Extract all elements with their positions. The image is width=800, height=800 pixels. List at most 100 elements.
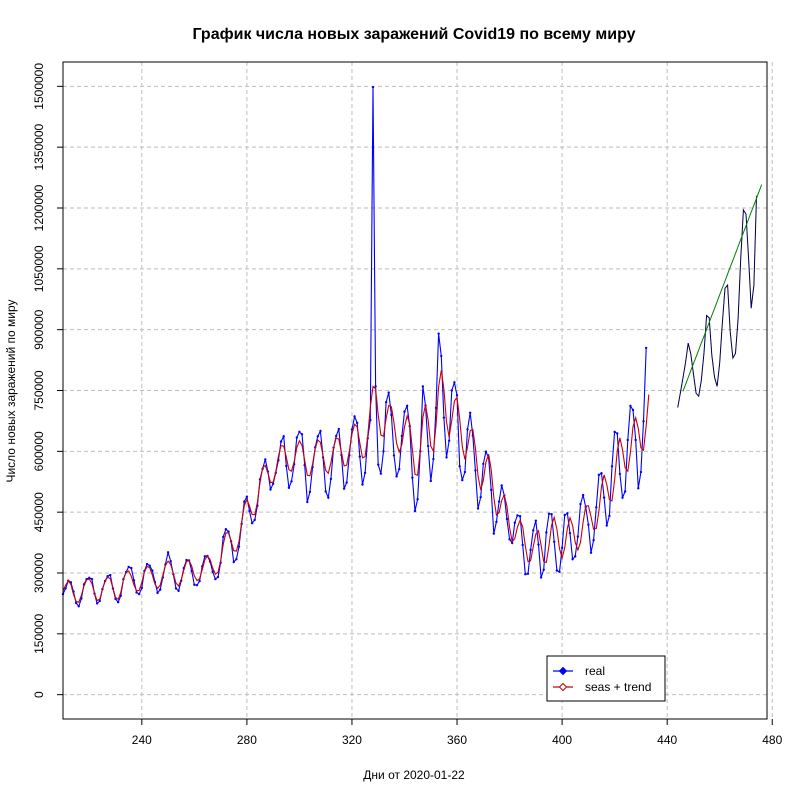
real-point bbox=[148, 564, 151, 567]
real-point bbox=[526, 572, 530, 576]
real-point bbox=[631, 408, 635, 412]
real-point bbox=[135, 591, 138, 594]
real-point bbox=[574, 555, 577, 558]
real-point bbox=[245, 495, 249, 498]
real-point bbox=[285, 464, 288, 468]
real-line bbox=[62, 87, 647, 608]
real-point bbox=[447, 439, 451, 442]
real-point bbox=[442, 416, 446, 419]
real-point bbox=[195, 583, 199, 587]
real-point bbox=[300, 433, 304, 436]
real-point bbox=[127, 565, 130, 569]
real-point bbox=[626, 438, 629, 442]
real-point bbox=[513, 521, 517, 524]
real-point bbox=[382, 450, 385, 453]
real-point bbox=[400, 434, 404, 438]
legend-box bbox=[546, 655, 666, 702]
real-point bbox=[248, 509, 251, 513]
real-point bbox=[177, 589, 180, 593]
real-point bbox=[613, 430, 616, 434]
y-tick-label: 600000 bbox=[32, 431, 46, 471]
real-point bbox=[492, 532, 496, 535]
legend-item-seas-trend-marker bbox=[558, 682, 568, 692]
legend: real seas + trend bbox=[546, 655, 666, 702]
real-point bbox=[644, 346, 648, 350]
real-point bbox=[581, 493, 585, 497]
real-point bbox=[479, 495, 482, 499]
real-point bbox=[440, 354, 443, 358]
real-point bbox=[384, 401, 388, 404]
real-point bbox=[563, 513, 566, 517]
real-point bbox=[500, 484, 503, 487]
real-point bbox=[342, 487, 346, 490]
real-point bbox=[295, 436, 298, 439]
real-point bbox=[476, 507, 480, 510]
y-tick-label: 1500000 bbox=[32, 63, 46, 110]
real-point bbox=[495, 520, 498, 524]
real-point bbox=[319, 429, 322, 433]
real-point bbox=[545, 531, 548, 534]
real-point bbox=[264, 458, 267, 461]
real-point bbox=[358, 455, 362, 458]
real-point bbox=[505, 517, 509, 521]
real-point bbox=[137, 592, 141, 596]
real-point bbox=[356, 421, 359, 425]
real-point bbox=[90, 577, 94, 581]
legend-item-real-marker bbox=[558, 666, 568, 676]
real-point bbox=[497, 500, 501, 503]
real-point bbox=[269, 488, 272, 491]
real-point bbox=[639, 470, 643, 474]
x-tick-label: 480 bbox=[762, 733, 782, 747]
real-point bbox=[403, 410, 406, 413]
real-point bbox=[387, 391, 390, 394]
real-point bbox=[634, 438, 637, 442]
real-point bbox=[398, 467, 401, 471]
axes: 240 280 320 360 400 440 480 0 150000 300000 450000… bbox=[32, 63, 783, 747]
real-point bbox=[353, 415, 356, 418]
real-point bbox=[529, 548, 532, 552]
real-point bbox=[151, 569, 154, 572]
real-point bbox=[437, 332, 440, 335]
real-point bbox=[316, 435, 320, 438]
real-point bbox=[566, 512, 569, 515]
real-point bbox=[327, 496, 330, 499]
real-point bbox=[568, 532, 572, 535]
real-point bbox=[371, 85, 375, 89]
legend-item-seas-trend-label: seas + trend bbox=[585, 680, 651, 694]
real-point bbox=[463, 470, 467, 474]
real-point bbox=[395, 475, 398, 478]
real-point bbox=[576, 535, 580, 538]
real-point bbox=[116, 601, 120, 604]
real-point bbox=[405, 404, 409, 408]
y-tick-label: 150000 bbox=[32, 613, 46, 653]
real-point bbox=[140, 586, 144, 590]
real-point bbox=[130, 566, 133, 570]
real-point bbox=[416, 497, 419, 501]
real-point bbox=[158, 588, 162, 591]
y-tick-label: 750000 bbox=[32, 370, 46, 410]
real-point bbox=[610, 465, 614, 468]
real-point bbox=[637, 487, 640, 490]
real-point bbox=[392, 454, 396, 457]
real-point bbox=[95, 602, 99, 605]
real-point bbox=[589, 551, 593, 554]
real-point bbox=[145, 562, 149, 566]
real-point bbox=[482, 462, 485, 466]
real-point bbox=[642, 420, 645, 423]
real-point bbox=[474, 469, 477, 472]
real-point bbox=[271, 482, 275, 485]
real-point bbox=[132, 579, 136, 582]
real-point bbox=[539, 576, 543, 579]
real-point bbox=[253, 518, 256, 522]
real-point bbox=[193, 583, 196, 586]
real-point bbox=[337, 427, 341, 431]
real-point bbox=[374, 385, 377, 388]
real-point bbox=[579, 502, 582, 506]
y-tick-label: 1350000 bbox=[32, 123, 46, 170]
real-point bbox=[461, 478, 464, 482]
real-point bbox=[426, 444, 430, 448]
real-point bbox=[468, 411, 472, 415]
series-layer bbox=[61, 85, 763, 608]
real-point bbox=[458, 465, 461, 468]
real-point bbox=[608, 514, 611, 518]
